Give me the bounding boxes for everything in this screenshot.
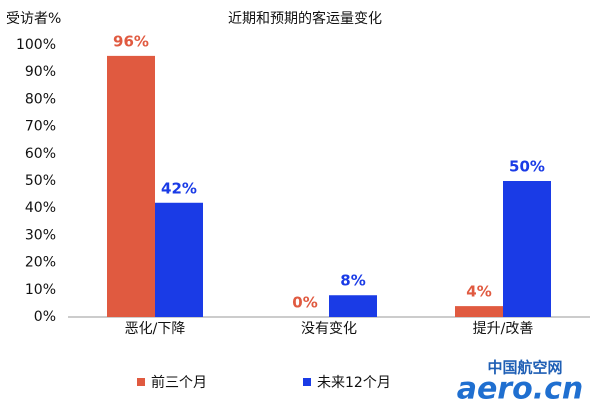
value-label: 8% <box>340 272 365 290</box>
y-tick-label: 30% <box>25 227 56 243</box>
bar <box>455 306 503 317</box>
legend-swatch <box>303 378 311 386</box>
y-tick-label: 10% <box>25 282 56 298</box>
y-tick-label: 0% <box>34 309 56 325</box>
y-tick-label: 90% <box>25 64 56 80</box>
y-tick-label: 40% <box>25 200 56 216</box>
y-tick-label: 100% <box>16 37 56 53</box>
x-tick-label: 提升/改善 <box>473 321 534 337</box>
value-label: 50% <box>509 158 545 176</box>
y-tick-label: 80% <box>25 91 56 107</box>
legend-label: 前三个月 <box>151 374 207 391</box>
value-label: 4% <box>466 283 491 301</box>
bar <box>329 295 377 317</box>
x-tick-label: 没有变化 <box>301 321 357 337</box>
watermark-text: 中国航空网 <box>487 359 562 377</box>
value-label: 96% <box>113 32 149 50</box>
watermark-logo: aero.cn <box>457 372 584 407</box>
y-tick-label: 20% <box>25 255 56 271</box>
y-axis-label: 受访者% <box>6 11 61 27</box>
y-tick-label: 60% <box>25 146 56 162</box>
y-tick-label: 70% <box>25 119 56 135</box>
x-tick-label: 恶化/下降 <box>125 321 186 337</box>
legend-swatch <box>137 378 145 386</box>
y-tick-label: 50% <box>25 173 56 189</box>
bar <box>107 55 155 317</box>
value-label: 42% <box>161 179 197 197</box>
bar <box>503 181 551 317</box>
chart-title: 近期和预期的客运量变化 <box>228 10 382 27</box>
legend-label: 未来12个月 <box>317 375 391 391</box>
bar <box>155 202 203 317</box>
value-label: 0% <box>292 294 317 312</box>
